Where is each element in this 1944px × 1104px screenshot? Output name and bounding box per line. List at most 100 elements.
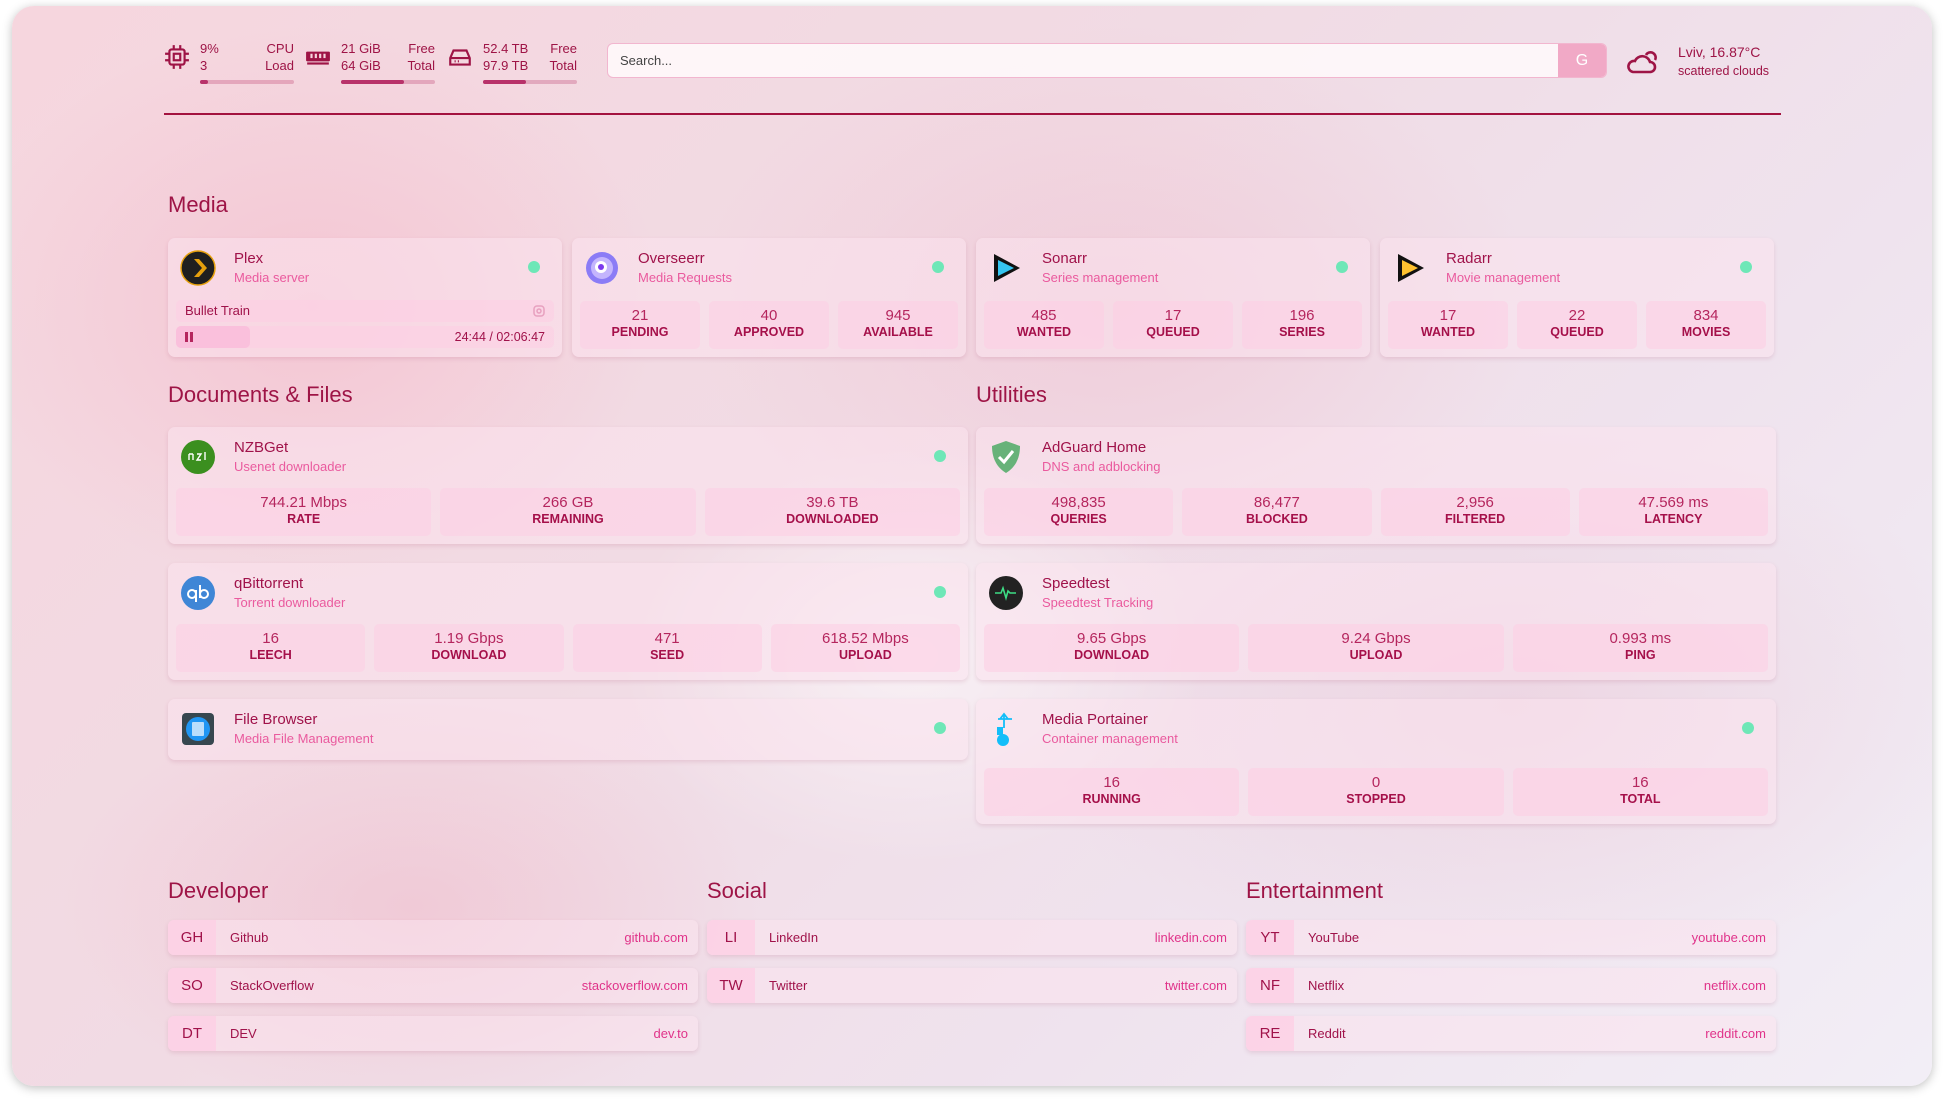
cpu-value: 9% [200, 41, 219, 56]
stat-tile: 17 WANTED [1388, 301, 1508, 349]
service-card-qbittorrent[interactable]: qBittorrent Torrent downloader 16 LEECH 1.19… [168, 563, 968, 680]
stat-label: QUEUED [1146, 325, 1200, 339]
memory-sub: 64 GiB [341, 58, 381, 73]
memory-icon [306, 51, 330, 65]
cpu-sub: 3 [200, 58, 208, 73]
stream-icon [533, 305, 545, 317]
service-name[interactable]: Plex [234, 250, 264, 267]
stat-value: 16 [1631, 774, 1649, 791]
stats-row: 498,835 QUERIES 86,477 BLOCKED 2,956 FILTERED… [984, 488, 1768, 536]
bookmark-url: reddit.com [1705, 1026, 1766, 1041]
search-input[interactable] [608, 44, 1558, 77]
playback-time: 24:44 / 02:06:47 [454, 330, 545, 344]
cpu-bar [200, 80, 294, 84]
bookmark-name: YouTube [1308, 930, 1360, 945]
service-card-speedtest[interactable]: Speedtest Speedtest Tracking 9.65 Gbps DOWN… [976, 563, 1776, 680]
disk-label: Free [550, 41, 577, 56]
stat-tile: 196 SERIES [1242, 301, 1362, 349]
bookmark-youtube[interactable]: YT YouTube youtube.com [1246, 920, 1776, 955]
bookmark-url: youtube.com [1691, 930, 1766, 945]
disk-icon [449, 49, 471, 66]
stat-label: DOWNLOAD [431, 648, 507, 662]
stat-label: DOWNLOAD [1074, 648, 1150, 662]
service-name[interactable]: Sonarr [1042, 250, 1088, 267]
playback-progress[interactable]: 24:44 / 02:06:47 [176, 326, 554, 348]
stat-value: 485 [1031, 307, 1057, 324]
playback-progress-fill [176, 326, 250, 348]
bookmark-reddit[interactable]: RE Reddit reddit.com [1246, 1016, 1776, 1051]
bookmark-name: StackOverflow [230, 978, 314, 993]
bookmark-dev[interactable]: DT DEV dev.to [168, 1016, 698, 1051]
bookmark-netflix[interactable]: NF Netflix netflix.com [1246, 968, 1776, 1003]
service-name[interactable]: Overseerr [638, 250, 705, 267]
bookmark-url: linkedin.com [1154, 930, 1227, 945]
stat-value: 9.65 Gbps [1077, 630, 1147, 647]
service-name[interactable]: Media Portainer [1042, 711, 1148, 728]
service-card-adguard-home[interactable]: AdGuard Home DNS and adblocking 498,835 QUE… [976, 427, 1776, 544]
stat-tile: 471 SEED [572, 624, 762, 672]
stat-value: 0.993 ms [1609, 630, 1672, 647]
stat-value: 471 [654, 630, 680, 647]
service-description: Movie management [1446, 270, 1561, 285]
adguard-icon [992, 441, 1020, 473]
service-description: DNS and adblocking [1042, 459, 1161, 474]
bookmark-url: github.com [624, 930, 688, 945]
service-card-nzbget[interactable]: NZBGet Usenet downloader 744.21 Mbps RATE 26… [168, 427, 968, 544]
section-title: Utilities [976, 382, 1047, 407]
bookmark-stackoverflow[interactable]: SO StackOverflow stackoverflow.com [168, 968, 698, 1003]
bookmark-linkedin[interactable]: LI LinkedIn linkedin.com [707, 920, 1237, 955]
service-name[interactable]: NZBGet [234, 439, 289, 456]
stat-value: 16 [262, 630, 279, 647]
service-name[interactable]: Speedtest [1042, 575, 1110, 592]
stat-tile: 834 MOVIES [1646, 301, 1766, 349]
cpu-label2: Load [265, 58, 294, 73]
stat-tile: 17 QUEUED [1113, 301, 1233, 349]
service-name[interactable]: qBittorrent [234, 575, 304, 592]
memory-label: Free [408, 41, 435, 56]
bookmark-abbr: TW [707, 968, 755, 1003]
service-name[interactable]: File Browser [234, 711, 318, 728]
stat-value: 498,835 [1051, 494, 1106, 511]
weather-location: Lviv, 16.87°C [1678, 44, 1761, 60]
service-card-media-portainer[interactable]: Media Portainer Container management 16 RUN… [976, 699, 1776, 824]
stat-label: AVAILABLE [863, 325, 933, 339]
disk-label2: Total [549, 58, 577, 73]
service-name[interactable]: Radarr [1446, 250, 1492, 267]
service-card-file-browser[interactable]: File Browser Media File Management [168, 699, 968, 760]
section-title: Media [168, 192, 228, 217]
stat-value: 9.24 Gbps [1341, 630, 1411, 647]
nzbget-icon [181, 440, 215, 474]
service-card-overseerr[interactable]: Overseerr Media Requests 21 PENDING 40 APPROV… [572, 238, 966, 357]
speedtest-icon [989, 576, 1023, 610]
stat-label: MOVIES [1681, 325, 1731, 339]
stat-tile: 40 APPROVED [709, 301, 829, 349]
search-bar: G [607, 43, 1607, 78]
stat-label: SEED [650, 648, 685, 662]
stat-tile: 9.24 Gbps UPLOAD [1248, 624, 1504, 672]
bookmark-name: Twitter [769, 978, 808, 993]
bookmark-abbr: RE [1246, 1016, 1294, 1051]
bookmark-abbr: LI [707, 920, 755, 955]
stat-label: QUEUED [1550, 325, 1604, 339]
service-name[interactable]: AdGuard Home [1042, 439, 1147, 456]
bookmark-github[interactable]: GH Github github.com [168, 920, 698, 955]
status-indicator [528, 261, 540, 273]
status-indicator [1336, 261, 1348, 273]
service-card-radarr[interactable]: Radarr Movie management 17 WANTED 22 QUEUED 83… [1380, 238, 1774, 357]
cpu-widget: 9% 3 CPU Load [164, 40, 294, 86]
stat-tile: 16 TOTAL [1512, 768, 1768, 816]
pause-button[interactable] [185, 332, 193, 342]
search-provider-button[interactable]: G [1558, 44, 1606, 77]
memory-value: 21 GiB [341, 41, 381, 56]
bookmark-twitter[interactable]: TW Twitter twitter.com [707, 968, 1237, 1003]
stat-label: RUNNING [1082, 792, 1141, 806]
service-card-plex[interactable]: Plex Media server Bullet Train 24:44 / 02:0… [168, 238, 562, 357]
service-card-sonarr[interactable]: Sonarr Series management 485 WANTED 17 QUEUED… [976, 238, 1370, 357]
stat-tile: 1.19 Gbps DOWNLOAD [374, 624, 564, 672]
stats-row: 485 WANTED 17 QUEUED 196 SERIES [984, 301, 1362, 349]
service-description: Media Requests [638, 270, 732, 285]
bookmark-name: Netflix [1308, 978, 1345, 993]
stat-tile: 0 STOPPED [1248, 768, 1504, 816]
status-indicator [934, 722, 946, 734]
bookmark-url: stackoverflow.com [581, 978, 688, 993]
